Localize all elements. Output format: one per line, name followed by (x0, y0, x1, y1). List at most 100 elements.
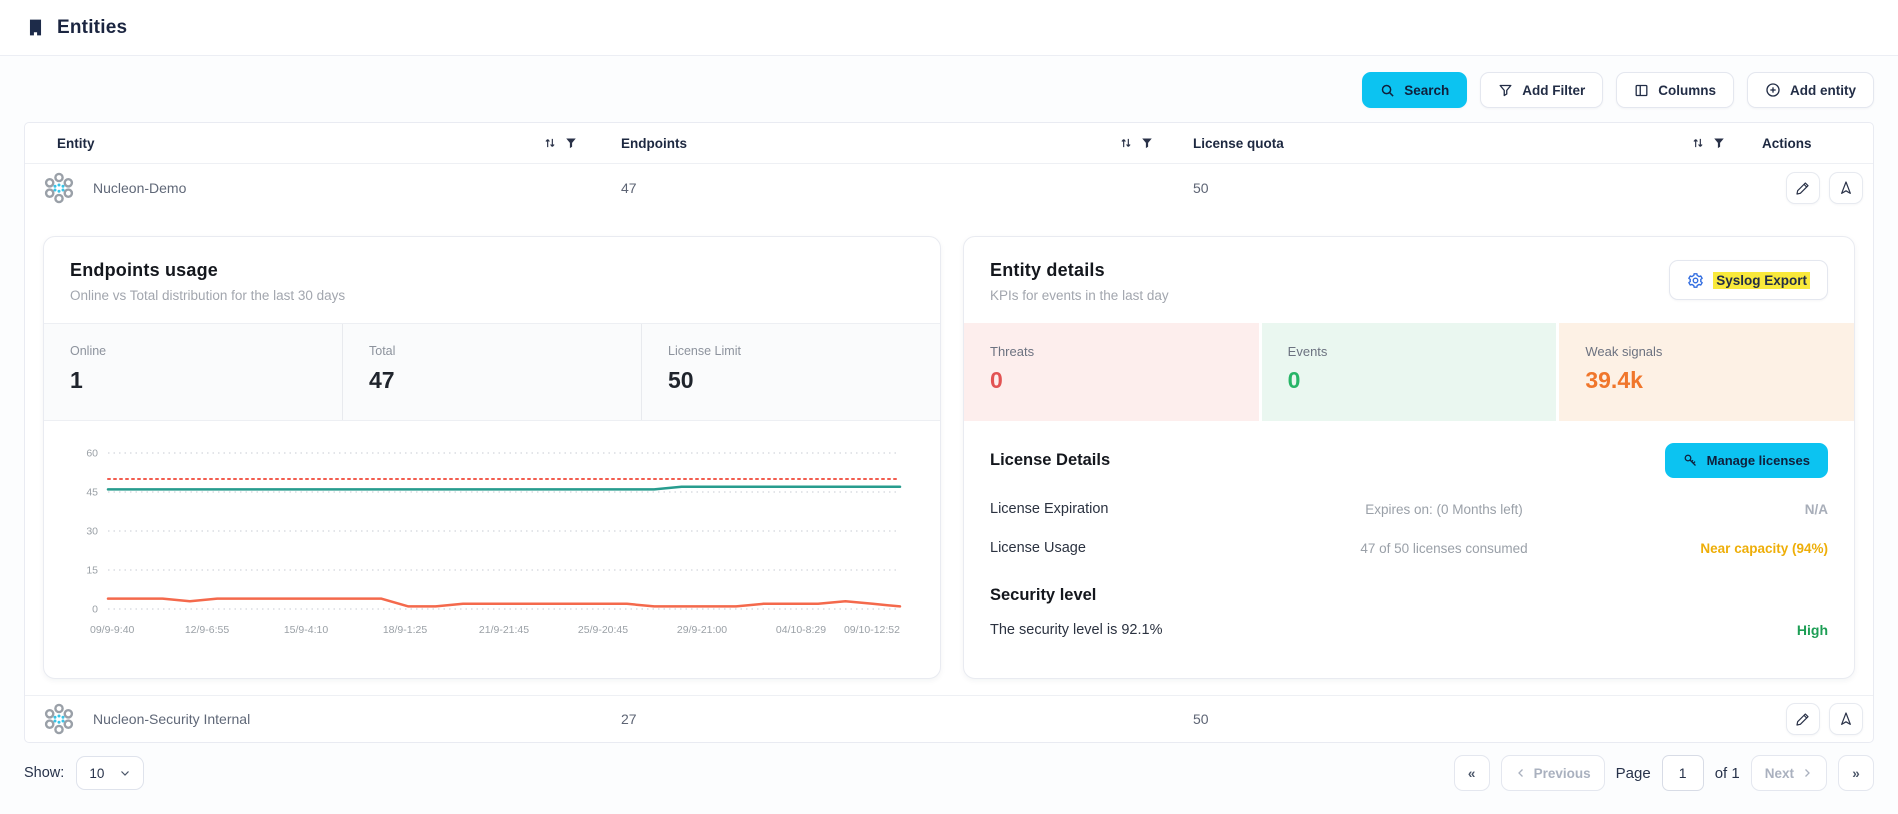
entity-name: Nucleon-Demo (93, 179, 187, 196)
entity-details-title: Entity details (990, 260, 1105, 280)
column-header-actions: Actions (1762, 135, 1812, 151)
show-label: Show: (24, 765, 65, 781)
navigation-arrow-icon (1838, 711, 1854, 727)
svg-text:21/9-21:45: 21/9-21:45 (479, 624, 529, 636)
navigate-entity-button[interactable] (1829, 171, 1863, 204)
license-usage-status: Near capacity (94%) (1700, 540, 1828, 556)
pencil-icon (1795, 180, 1811, 196)
svg-text:60: 60 (86, 448, 98, 460)
endpoints-usage-card: Endpoints usage Online vs Total distribu… (43, 236, 941, 679)
license-quota-value: 50 (1193, 711, 1209, 727)
license-quota-value: 50 (1193, 179, 1209, 196)
endpoints-usage-title: Endpoints usage (70, 260, 219, 280)
endpoints-stats-strip: Online 1 Total 47 License Limit 50 (44, 323, 940, 421)
of-label: of 1 (1714, 764, 1740, 782)
manage-licenses-button[interactable]: Manage licenses (1664, 443, 1828, 478)
security-level-text: The security level is 92.1% (990, 622, 1163, 638)
svg-text:25/9-20:45: 25/9-20:45 (578, 624, 628, 636)
entity-detail-panel: Endpoints usage Online vs Total distribu… (25, 211, 1873, 695)
svg-text:18/9-1:25: 18/9-1:25 (383, 624, 428, 636)
page-label: Page (1615, 764, 1651, 782)
license-usage-row: License Usage 47 of 50 licenses consumed… (990, 540, 1828, 556)
security-level-badge: High (1796, 622, 1828, 638)
sort-icon[interactable] (1119, 136, 1133, 150)
svg-text:0: 0 (92, 604, 98, 616)
kpi-weak-signals: Weak signals 39.4k (1559, 323, 1854, 421)
sort-icon[interactable] (543, 136, 557, 150)
columns-button[interactable]: Columns (1616, 72, 1734, 108)
kpi-threats: Threats 0 (964, 323, 1259, 421)
filter-funnel-icon (1498, 83, 1513, 98)
navigation-arrow-icon (1838, 180, 1854, 196)
endpoints-usage-subtitle: Online vs Total distribution for the las… (70, 288, 346, 303)
endpoints-value: 47 (621, 179, 637, 196)
previous-page-button[interactable]: Previous (1500, 755, 1605, 791)
edit-entity-button[interactable] (1786, 703, 1820, 735)
svg-text:15: 15 (86, 565, 98, 577)
page-size-select[interactable]: 10 (76, 756, 145, 790)
page-number-input[interactable] (1661, 755, 1704, 791)
add-filter-button[interactable]: Add Filter (1480, 72, 1604, 108)
license-expiration-status: N/A (1804, 501, 1828, 517)
next-page-button[interactable]: Next (1750, 755, 1827, 791)
security-level-heading: Security level (990, 586, 1097, 604)
stat-online: Online 1 (70, 344, 107, 393)
columns-icon (1634, 83, 1649, 98)
page-title: Entities (57, 16, 128, 38)
license-details-section: License Details Manage licenses License … (964, 421, 1854, 556)
chevron-down-icon (119, 767, 131, 779)
table-row[interactable]: Nucleon-Demo 47 50 (25, 164, 1873, 211)
column-header-license-quota[interactable]: License quota (1165, 136, 1737, 151)
entity-cluster-icon (41, 701, 77, 737)
svg-text:12/9-6:55: 12/9-6:55 (185, 624, 230, 636)
first-page-button[interactable]: « (1453, 755, 1490, 791)
endpoints-usage-chart: 0 15 30 45 60 09/9-9:40 12/9-6:55 15/9-4:10 18/9… (44, 421, 940, 659)
pencil-icon (1795, 711, 1811, 727)
svg-text:29/9-21:00: 29/9-21:00 (677, 624, 727, 636)
last-page-button[interactable]: » (1838, 755, 1874, 791)
edit-entity-button[interactable] (1786, 171, 1820, 204)
svg-text:15/9-4:10: 15/9-4:10 (284, 624, 329, 636)
table-header-row: Entity Endpoints License quota Actions (25, 123, 1873, 164)
column-header-endpoints[interactable]: Endpoints (589, 136, 1165, 151)
license-expiration-row: License Expiration Expires on: (0 Months… (990, 501, 1828, 517)
search-icon (1380, 83, 1395, 98)
filter-icon[interactable] (1713, 137, 1725, 149)
stat-license-limit: License Limit 50 (641, 324, 940, 420)
svg-text:09/10-12:52: 09/10-12:52 (844, 624, 900, 636)
entities-table: Entity Endpoints License quota Actions (24, 122, 1874, 743)
add-entity-button[interactable]: Add entity (1747, 72, 1874, 108)
syslog-export-button[interactable]: Syslog Export (1669, 260, 1828, 300)
search-button[interactable]: Search (1362, 72, 1468, 108)
license-details-heading: License Details (990, 451, 1111, 469)
plus-circle-icon (1765, 82, 1781, 98)
svg-text:04/10-8:29: 04/10-8:29 (776, 624, 826, 636)
top-bar: Entities (0, 0, 1898, 56)
kpi-strip: Threats 0 Events 0 Weak signals 39.4k (964, 323, 1854, 421)
entity-name: Nucleon-Security Internal (93, 711, 251, 727)
table-footer: Show: 10 « Previous Page of 1 Next » (0, 743, 1898, 791)
chevron-right-icon (1801, 767, 1813, 779)
navigate-entity-button[interactable] (1829, 703, 1863, 735)
svg-text:30: 30 (86, 526, 98, 538)
security-level-section: Security level The security level is 92.… (964, 556, 1854, 638)
entity-details-subtitle: KPIs for events in the last day (990, 288, 1169, 303)
entity-details-card: Entity details KPIs for events in the la… (963, 236, 1855, 679)
endpoints-value: 27 (621, 711, 637, 727)
svg-text:09/9-9:40: 09/9-9:40 (90, 624, 135, 636)
svg-text:45: 45 (86, 487, 98, 499)
filter-icon[interactable] (565, 137, 577, 149)
sort-icon[interactable] (1691, 136, 1705, 150)
entities-building-icon (26, 18, 45, 37)
entity-cluster-icon (41, 170, 77, 206)
toolbar: Search Add Filter Columns Add entity (0, 56, 1898, 108)
filter-icon[interactable] (1141, 137, 1153, 149)
column-header-entity[interactable]: Entity (25, 136, 589, 151)
kpi-events: Events 0 (1261, 323, 1557, 421)
pagination: « Previous Page of 1 Next » (1453, 755, 1874, 791)
gear-icon (1687, 272, 1704, 289)
key-icon (1683, 453, 1698, 468)
stat-total: Total 47 (342, 324, 641, 420)
table-row[interactable]: Nucleon-Security Internal 27 50 (25, 695, 1873, 742)
chevron-left-icon (1515, 767, 1527, 779)
